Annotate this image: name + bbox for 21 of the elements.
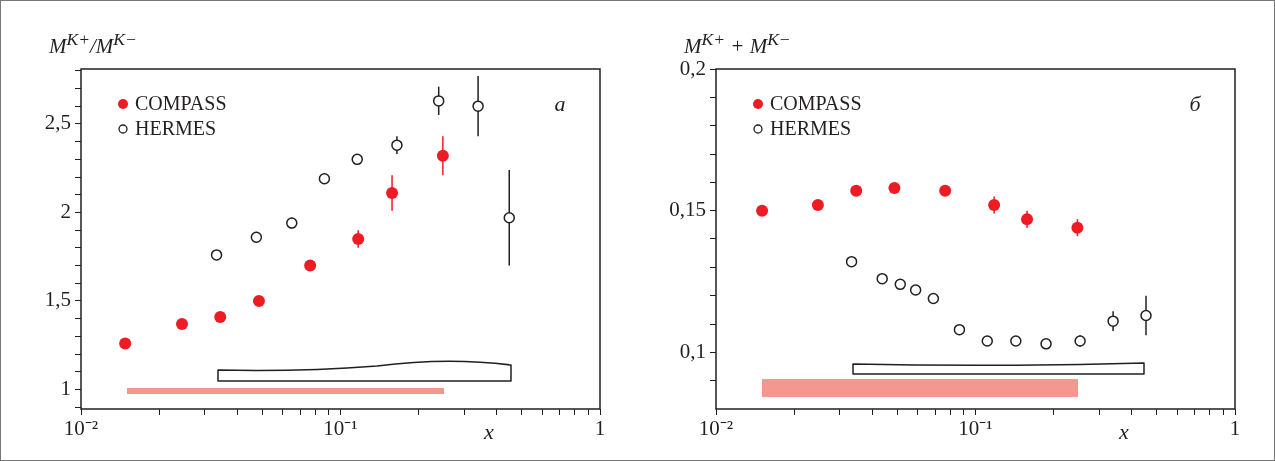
legend-label: HERMES [770, 117, 852, 140]
annotation: а [554, 91, 566, 116]
x-tick-label: 1 [1229, 416, 1241, 441]
legend-label: COMPASS [135, 92, 227, 115]
y-tick-label: 0,1 [679, 338, 706, 363]
y-axis-title: M$^{K+}$/M$^{K−}$ [49, 29, 137, 59]
legend-label: HERMES [135, 117, 217, 140]
y-tick-label: 1,5 [44, 287, 71, 312]
x-tick-label: 10⁻² [698, 416, 734, 441]
y-tick-label: 0,15 [669, 197, 706, 222]
y-tick-label: 1 [60, 376, 71, 401]
x-tick-label: 1 [594, 416, 606, 441]
x-axis-title: x [1119, 419, 1129, 445]
x-tick-label: 10⁻² [63, 416, 99, 441]
x-tick-label: 10⁻¹ [958, 416, 993, 441]
y-tick-label: 2,5 [44, 110, 71, 135]
y-tick-label: 2 [60, 198, 71, 223]
annotation: б [1189, 91, 1202, 116]
legend-label: COMPASS [770, 92, 862, 115]
x-axis-title: x [484, 419, 494, 445]
x-tick-label: 10⁻¹ [323, 416, 358, 441]
